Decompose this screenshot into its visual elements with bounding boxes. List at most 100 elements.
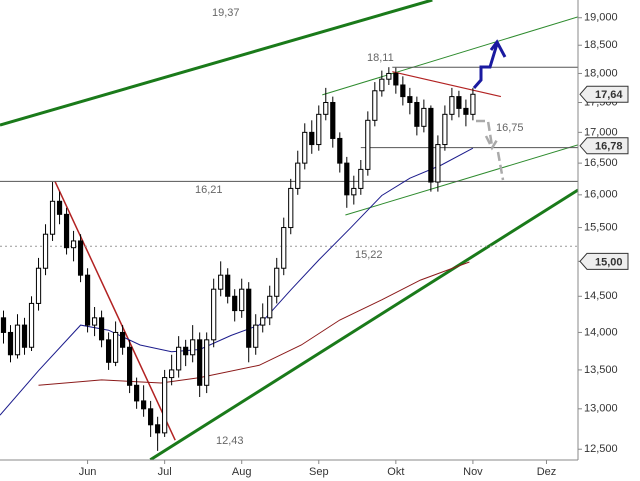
candle-body xyxy=(0,317,7,333)
x-tick-label: Jul xyxy=(158,466,172,478)
candle-body xyxy=(428,107,434,183)
x-tick-label: Aug xyxy=(232,466,252,478)
candle-body xyxy=(449,96,455,115)
y-tick-label: 13,000 xyxy=(584,403,618,415)
candle-body xyxy=(56,200,63,215)
candle-body xyxy=(70,240,77,249)
candle-body xyxy=(148,408,154,426)
candle-body xyxy=(323,101,329,115)
y-tick-label: 18,500 xyxy=(584,39,618,51)
candle-body xyxy=(337,137,343,164)
y-tick-label: 16,000 xyxy=(584,189,618,201)
candle-body xyxy=(21,324,28,348)
candle-body xyxy=(358,168,364,189)
y-tick-label: 12,500 xyxy=(584,443,618,455)
candle-body xyxy=(120,331,126,348)
y-tick-label: 14,000 xyxy=(584,326,618,338)
candle-body xyxy=(253,324,259,348)
x-tick-label: Dez xyxy=(537,466,557,478)
x-tick-label: Sep xyxy=(309,466,329,478)
candle-body xyxy=(372,90,378,121)
price-tag xyxy=(579,252,629,270)
candle-body xyxy=(169,369,175,379)
price-tag-label: 15,00 xyxy=(595,256,623,268)
y-tick-label: 13,500 xyxy=(584,364,618,376)
candle-body xyxy=(239,288,245,312)
y-tick-label: 16,500 xyxy=(584,157,618,169)
candle-body xyxy=(176,346,182,371)
candle-body xyxy=(393,72,399,86)
candle-body xyxy=(225,274,231,297)
candle-body xyxy=(463,107,469,115)
candle-body xyxy=(288,187,294,229)
candle-body xyxy=(28,302,35,348)
candle-body xyxy=(316,113,322,146)
candle-body xyxy=(211,288,217,341)
candle-body xyxy=(379,78,385,92)
trend-line xyxy=(392,71,502,98)
trend-line xyxy=(345,144,578,216)
candle-body xyxy=(295,162,301,189)
candle-body xyxy=(442,113,448,146)
candle-body xyxy=(49,200,56,235)
candle-body xyxy=(162,377,168,434)
candle-body xyxy=(35,267,42,304)
annotation: 19,37 xyxy=(212,7,240,19)
candle-body xyxy=(309,131,315,146)
x-tick-label: Okt xyxy=(387,466,404,478)
candle-body xyxy=(134,384,140,402)
y-tick-label: 14,500 xyxy=(584,290,618,302)
candle-body xyxy=(414,101,420,127)
x-tick-label: Jun xyxy=(79,466,97,478)
trend-line xyxy=(0,0,433,127)
candle-body xyxy=(91,317,98,326)
candle-body xyxy=(386,72,392,80)
price-tag-label: 17,64 xyxy=(595,89,623,101)
annotation: 16,21 xyxy=(195,184,223,196)
candle-body xyxy=(42,233,49,269)
candle-body xyxy=(14,324,21,356)
candle-body xyxy=(127,346,133,386)
candle-body xyxy=(77,240,84,276)
y-tick-label: 19,000 xyxy=(584,12,618,24)
candle-body xyxy=(365,119,371,170)
candle-body xyxy=(456,96,462,109)
candle-body xyxy=(141,400,147,410)
candle-body xyxy=(7,331,14,356)
candle-body xyxy=(204,339,210,386)
candle-body xyxy=(197,339,203,386)
y-tick-label: 18,000 xyxy=(584,67,618,79)
candle-body xyxy=(84,274,91,326)
candle-body xyxy=(190,339,196,356)
candle-body xyxy=(421,107,427,127)
price-tag-label: 16,78 xyxy=(595,141,623,153)
candle-body xyxy=(112,331,119,363)
x-tick-label: Nov xyxy=(463,466,483,478)
price-tag xyxy=(579,137,629,155)
annotation: 12,43 xyxy=(216,435,244,447)
annotation: 16,75 xyxy=(496,122,524,134)
forecast-down-arrow xyxy=(476,119,505,181)
candle-body xyxy=(105,339,112,363)
candle-body xyxy=(274,267,280,297)
candle-body xyxy=(400,84,406,98)
candle-body xyxy=(470,93,476,115)
y-tick-label: 15,500 xyxy=(584,221,618,233)
candle-body xyxy=(246,288,252,348)
candle-body xyxy=(407,96,413,103)
trend-line xyxy=(54,181,176,441)
candle-body xyxy=(183,346,189,356)
candle-body xyxy=(435,144,441,183)
candle-body xyxy=(267,295,273,319)
candle-body xyxy=(344,162,350,196)
candle-body xyxy=(63,213,70,249)
candle-body xyxy=(330,101,336,139)
candle-body xyxy=(302,131,308,164)
candle-body xyxy=(260,317,266,326)
candle-body xyxy=(98,317,105,341)
trend-line xyxy=(149,188,578,460)
candle-body xyxy=(218,274,224,290)
plot-area xyxy=(0,0,578,460)
